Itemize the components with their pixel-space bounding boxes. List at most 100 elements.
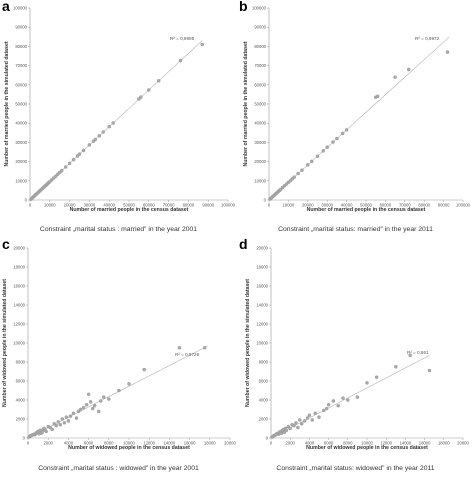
trendline: [270, 355, 430, 439]
x-tick-label: 16000: [419, 441, 431, 446]
data-point: [71, 411, 76, 416]
y-tick-label: 0: [266, 436, 269, 441]
chart-svg-b: 0 10000 20000 30000 40000 50000 60000 70000 8000…: [243, 6, 471, 214]
data-point: [64, 415, 69, 419]
x-tick-label: 20000: [224, 441, 236, 446]
data-point: [156, 79, 161, 83]
y-tick-label: 80000: [254, 44, 266, 49]
panel-letter-b: b: [239, 0, 248, 14]
data-point: [87, 143, 92, 147]
x-tick-label: 14000: [164, 441, 176, 446]
x-tick-label: 10000: [44, 203, 56, 208]
data-point: [307, 413, 312, 417]
x-tick-label: 70000: [163, 203, 175, 208]
x-tick-label: 4000: [64, 441, 74, 446]
y-tick-label: 20000: [13, 246, 25, 251]
x-tick-label: 60000: [380, 203, 392, 208]
data-point: [406, 67, 411, 72]
x-tick-label: 80000: [418, 203, 430, 208]
x-tick-label: 10000: [283, 203, 295, 208]
data-point: [98, 399, 103, 403]
data-point: [335, 136, 339, 141]
data-point: [54, 423, 59, 428]
data-point: [324, 406, 329, 411]
x-tick-label: 40000: [103, 203, 115, 208]
y-tick-label: 10000: [15, 178, 27, 183]
x-tick-label: 8000: [343, 441, 353, 446]
data-point: [60, 417, 65, 421]
y-tick-label: 16000: [13, 284, 25, 289]
data-point: [107, 124, 111, 129]
data-point: [62, 421, 67, 425]
y-tick-label: 16000: [256, 284, 268, 289]
data-point: [299, 421, 304, 426]
chart-panel-b: 0 10000 20000 30000 40000 50000 60000 70000 8000…: [237, 0, 474, 238]
x-tick-label: 2000: [44, 441, 54, 446]
data-point: [315, 154, 320, 158]
y-tick-label: 10000: [254, 178, 266, 183]
y-tick-label: 0: [23, 436, 26, 441]
x-tick-label: 2000: [286, 441, 296, 446]
data-point: [90, 406, 95, 411]
data-point: [288, 426, 292, 431]
chart-svg-a: 0 10000 20000 30000 40000 50000 60000 70000 8000…: [4, 6, 236, 214]
data-point: [50, 427, 54, 432]
data-point: [322, 408, 326, 413]
data-point: [331, 399, 336, 403]
y-tick-label: 100000: [252, 6, 267, 11]
data-point: [177, 346, 182, 350]
y-tick-label: 14000: [256, 303, 268, 308]
data-point: [296, 425, 300, 430]
x-tick-label: 10000: [123, 441, 135, 446]
x-tick-label: 12000: [380, 441, 392, 446]
x-tick-label: 60000: [143, 203, 155, 208]
x-tick-label: 18000: [438, 441, 450, 446]
y-tick-label: 8000: [259, 360, 269, 365]
data-point: [67, 161, 72, 166]
x-tick-label: 50000: [123, 203, 135, 208]
y-axis-label: Number of married people in the simulate…: [4, 41, 10, 166]
x-tick-label: 10000: [361, 441, 373, 446]
data-point: [58, 422, 63, 427]
data-point: [200, 42, 205, 47]
data-point: [59, 168, 64, 173]
data-point: [317, 415, 321, 419]
chart-panel-a: 0 10000 20000 30000 40000 50000 60000 70000 8000…: [0, 0, 237, 238]
y-tick-label: 80000: [15, 44, 27, 49]
chart-svg-c: 0 2000 4000 6000 8000 10000 12000 14000 16000 180…: [2, 246, 236, 452]
x-axis-label: Number of married people in the census d…: [307, 207, 426, 213]
data-point: [86, 392, 91, 397]
x-tick-label: 6000: [324, 441, 334, 446]
y-tick-label: 18000: [13, 265, 25, 270]
data-point: [341, 396, 345, 400]
x-tick-label: 8000: [104, 441, 114, 446]
y-axis-label: Number of married people in the simulate…: [243, 41, 249, 166]
y-tick-label: 18000: [256, 265, 268, 270]
data-point: [92, 403, 97, 408]
data-point: [300, 168, 304, 172]
y-tick-label: 20000: [15, 159, 27, 164]
y-tick-label: 70000: [254, 63, 266, 68]
y-tick-label: 8000: [16, 360, 26, 365]
data-point: [107, 397, 111, 401]
data-point: [84, 402, 89, 407]
data-point: [284, 428, 289, 433]
chart-panel-d: 0 2000 4000 6000 8000 10000 12000 14000 16000 180…: [237, 236, 474, 476]
x-tick-label: 30000: [321, 203, 333, 208]
data-point: [88, 400, 93, 404]
x-tick-label: 0: [268, 203, 271, 208]
panel-caption-a: Constraint „marital status : married” in…: [39, 226, 198, 233]
data-point: [296, 171, 300, 176]
data-point: [111, 121, 115, 125]
data-point: [81, 148, 86, 153]
data-point: [294, 421, 298, 425]
panel-letter-c: c: [2, 236, 10, 252]
data-point: [445, 50, 450, 54]
y-tick-label: 4000: [16, 398, 26, 403]
y-tick-label: 4000: [259, 398, 269, 403]
data-point: [93, 137, 98, 142]
data-point: [298, 418, 302, 422]
data-point: [306, 163, 310, 167]
x-axis-label: Number of married people in the census d…: [70, 207, 189, 213]
panel-caption-c: Constraint „marital status : widowed” in…: [38, 465, 199, 472]
